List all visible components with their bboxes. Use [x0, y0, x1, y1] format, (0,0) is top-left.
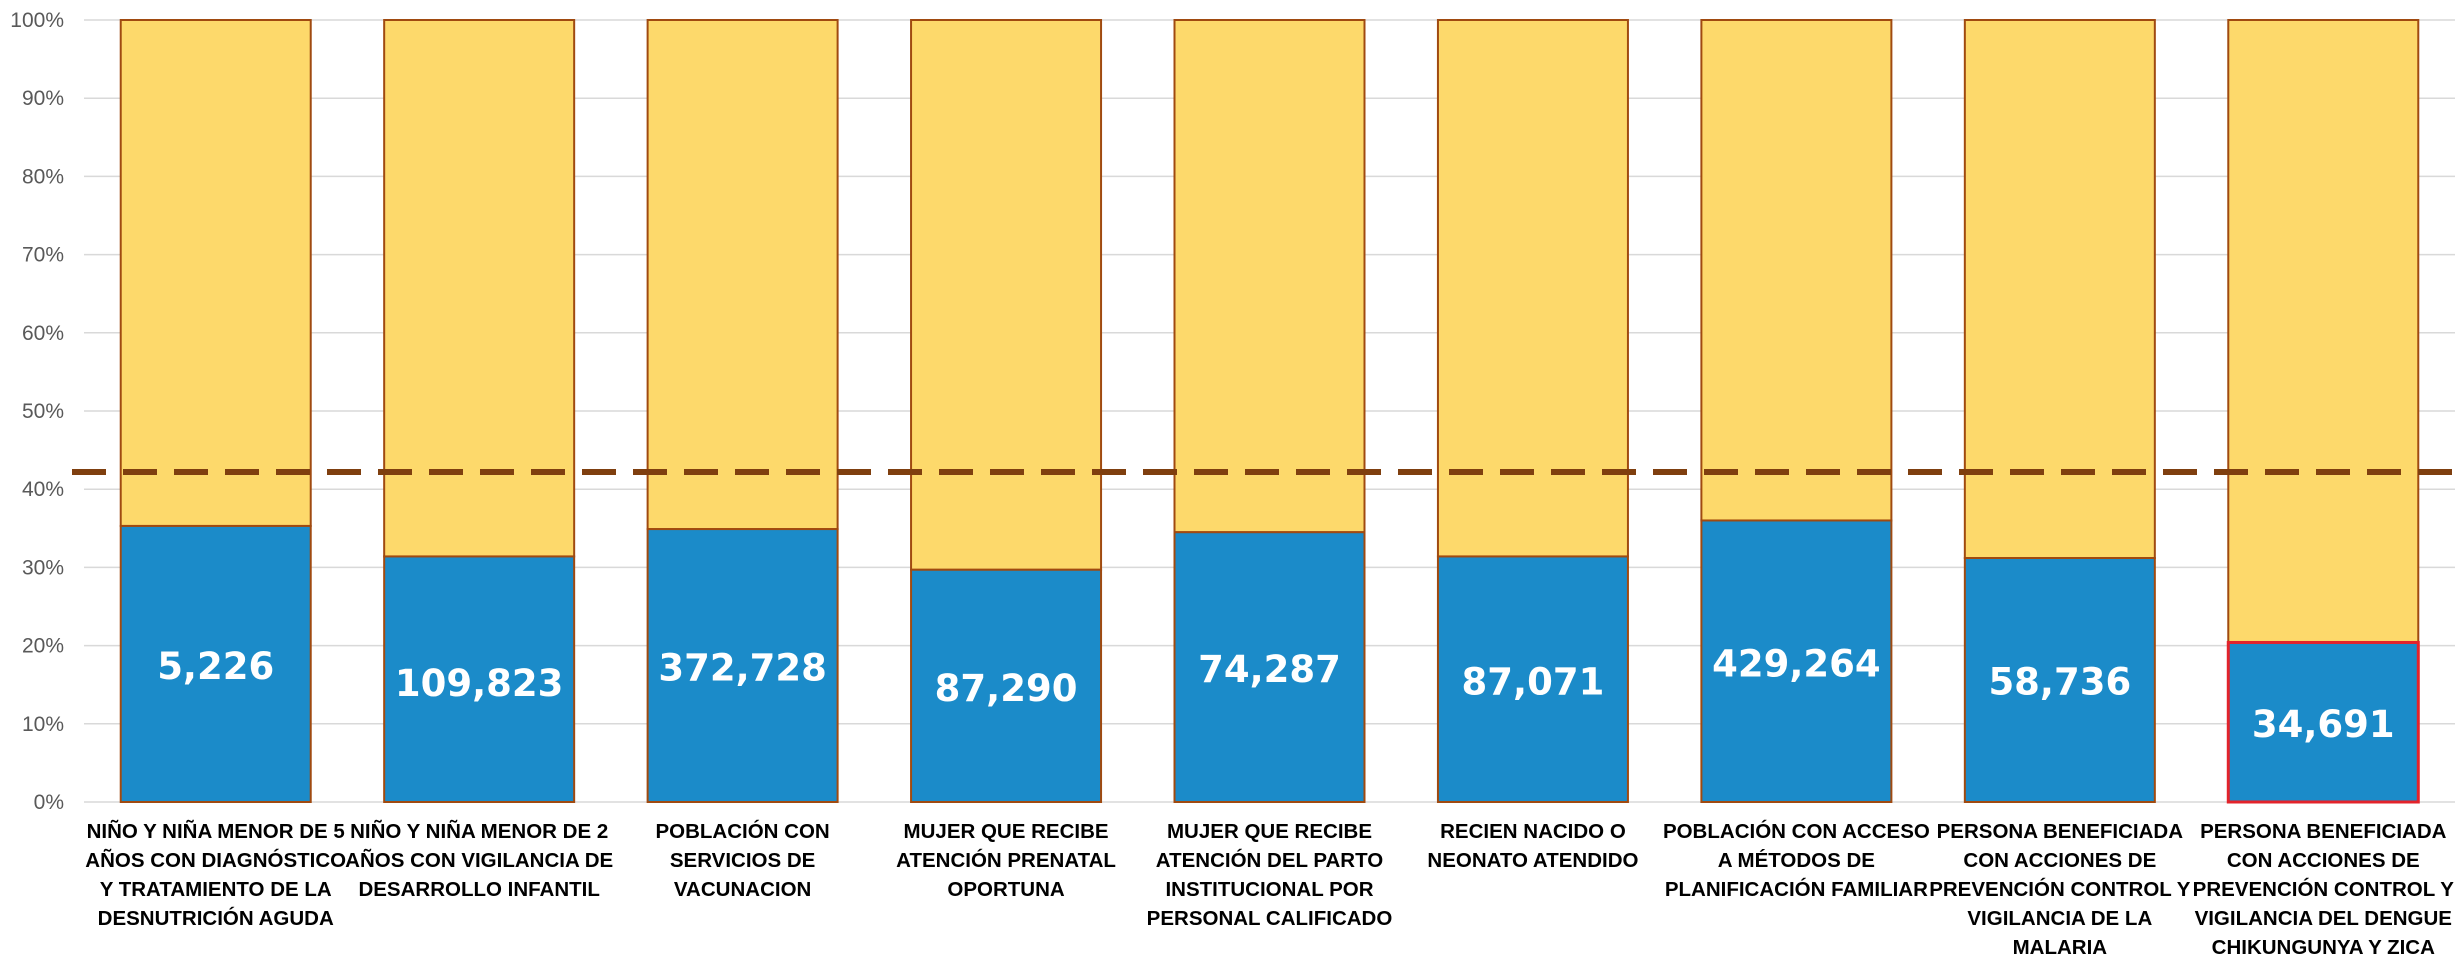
category-label-line: A MÉTODOS DE	[1718, 849, 1875, 872]
category-label-line: CON ACCIONES DE	[2227, 849, 2420, 872]
y-tick-label-9: 90%	[22, 87, 64, 110]
category-label-line: MUJER QUE RECIBE	[904, 820, 1109, 843]
category-label-line: PREVENCIÓN CONTROL Y	[1929, 877, 2191, 901]
y-tick-label-0: 0%	[34, 791, 64, 814]
category-label-line: DESARROLLO INFANTIL	[358, 878, 599, 901]
bar-achieved-6	[1700, 519, 1893, 803]
bar-remaining-3	[910, 19, 1103, 571]
bar-remaining-2	[646, 19, 839, 531]
bar-value-label-1: 109,823	[395, 662, 564, 705]
category-label-line: ATENCIÓN PRENATAL	[896, 848, 1116, 872]
category-label-line: NEONATO ATENDIDO	[1427, 849, 1638, 872]
bar-value-label-3: 87,290	[935, 667, 1078, 710]
category-label-line: POBLACIÓN CON	[655, 819, 829, 843]
category-label-line: PREVENCIÓN CONTROL Y	[2193, 877, 2455, 901]
category-label-line: NIÑO Y NIÑA MENOR DE 2	[350, 820, 608, 843]
bar-achieved-0	[119, 524, 312, 803]
category-label-line: PERSONA BENEFICIADA	[2200, 820, 2447, 843]
bar-remaining-5	[1436, 19, 1629, 558]
category-label-line: CON ACCIONES DE	[1963, 849, 2156, 872]
bar-value-label-5: 87,071	[1462, 661, 1605, 704]
category-label-line: CHIKUNGUNYA Y ZICA	[2212, 936, 2435, 958]
category-label-line: AÑOS CON DIAGNÓSTICO	[85, 848, 346, 872]
bar-value-labels: 5,226 109,823 372,728 87,290 74,287 87,071 429…	[157, 643, 2394, 746]
category-label-line: NIÑO Y NIÑA MENOR DE 5	[87, 820, 345, 843]
y-tick-label-1: 10%	[22, 713, 64, 736]
category-label-line: ATENCIÓN DEL PARTO	[1156, 848, 1383, 872]
category-labels: NIÑO Y NIÑA MENOR DE 5 AÑOS CON DIAGNÓSTI…	[85, 819, 2454, 958]
category-label-line: Y TRATAMIENTO DE LA	[100, 878, 332, 901]
bar-achieved-7	[1963, 557, 2156, 803]
bar-remaining-1	[383, 19, 576, 558]
bars	[119, 19, 2420, 804]
category-label-line: OPORTUNA	[947, 878, 1065, 901]
category-label-5: RECIEN NACIDO O NEONATO ATENDIDO	[1427, 820, 1638, 872]
category-label-4: MUJER QUE RECIBE ATENCIÓN DEL PARTO INSTIT…	[1147, 820, 1393, 930]
category-label-line: VIGILANCIA DEL DENGUE	[2195, 907, 2452, 930]
bar-value-label-2: 372,728	[658, 646, 827, 689]
y-tick-label-4: 40%	[22, 478, 64, 501]
category-label-8: PERSONA BENEFICIADA CON ACCIONES DE PREVEN…	[2193, 820, 2455, 958]
category-label-line: VIGILANCIA DE LA	[1967, 907, 2152, 930]
bar-achieved-8	[2226, 640, 2420, 804]
y-tick-label-7: 70%	[22, 244, 64, 267]
category-label-0: NIÑO Y NIÑA MENOR DE 5 AÑOS CON DIAGNÓSTI…	[85, 820, 346, 930]
bar-achieved-4	[1173, 531, 1366, 804]
y-axis-tick-labels: 0% 10% 20% 30% 40% 50% 60% 70% 80% 90% 100%	[10, 9, 64, 814]
y-tick-label-3: 30%	[22, 556, 64, 579]
category-label-line: INSTITUCIONAL POR	[1165, 878, 1373, 901]
y-tick-label-8: 80%	[22, 165, 64, 188]
bar-value-label-6: 429,264	[1712, 643, 1881, 686]
bar-remaining-4	[1173, 19, 1366, 534]
category-label-7: PERSONA BENEFICIADA CON ACCIONES DE PREVEN…	[1929, 820, 2191, 958]
category-label-line: DESNUTRICIÓN AGUDA	[98, 906, 334, 930]
y-tick-label-2: 20%	[22, 635, 64, 658]
bar-achieved-3	[910, 568, 1103, 803]
category-label-line: PERSONA BENEFICIADA	[1937, 820, 2184, 843]
y-tick-label-5: 50%	[22, 400, 64, 423]
y-tick-label-6: 60%	[22, 322, 64, 345]
category-label-line: MUJER QUE RECIBE	[1167, 820, 1372, 843]
category-label-line: PERSONAL CALIFICADO	[1147, 907, 1393, 930]
category-label-3: MUJER QUE RECIBE ATENCIÓN PRENATAL OPORTUN…	[896, 820, 1116, 901]
bar-remaining-0	[119, 19, 312, 527]
bar-remaining-8	[2227, 19, 2420, 644]
category-label-line: PLANIFICACIÓN FAMILIAR	[1665, 877, 1928, 901]
y-tick-label-10: 100%	[10, 9, 64, 32]
category-label-line: AÑOS CON VIGILANCIA DE	[345, 849, 613, 872]
category-label-line: VACUNACION	[674, 878, 811, 901]
category-label-line: MALARIA	[2013, 936, 2108, 958]
bar-value-label-7: 58,736	[1988, 661, 2131, 704]
category-label-1: NIÑO Y NIÑA MENOR DE 2 AÑOS CON VIGILANCI…	[345, 820, 613, 901]
category-label-line: SERVICIOS DE	[670, 849, 815, 872]
category-label-line: RECIEN NACIDO O	[1440, 820, 1626, 843]
category-label-6: POBLACIÓN CON ACCESO A MÉTODOS DE PLANIFIC…	[1663, 819, 1930, 901]
bar-achieved-2	[646, 528, 839, 803]
bar-remaining-6	[1700, 19, 1893, 522]
bar-remaining-7	[1963, 19, 2156, 560]
bar-achieved-1	[383, 555, 576, 804]
category-label-line: POBLACIÓN CON ACCESO	[1663, 819, 1930, 843]
bar-value-label-0: 5,226	[157, 645, 274, 688]
bar-value-label-4: 74,287	[1198, 648, 1341, 691]
bar-achieved-5	[1436, 555, 1629, 804]
bar-value-label-8: 34,691	[2252, 703, 2395, 746]
category-label-2: POBLACIÓN CON SERVICIOS DE VACUNACION	[655, 819, 829, 901]
